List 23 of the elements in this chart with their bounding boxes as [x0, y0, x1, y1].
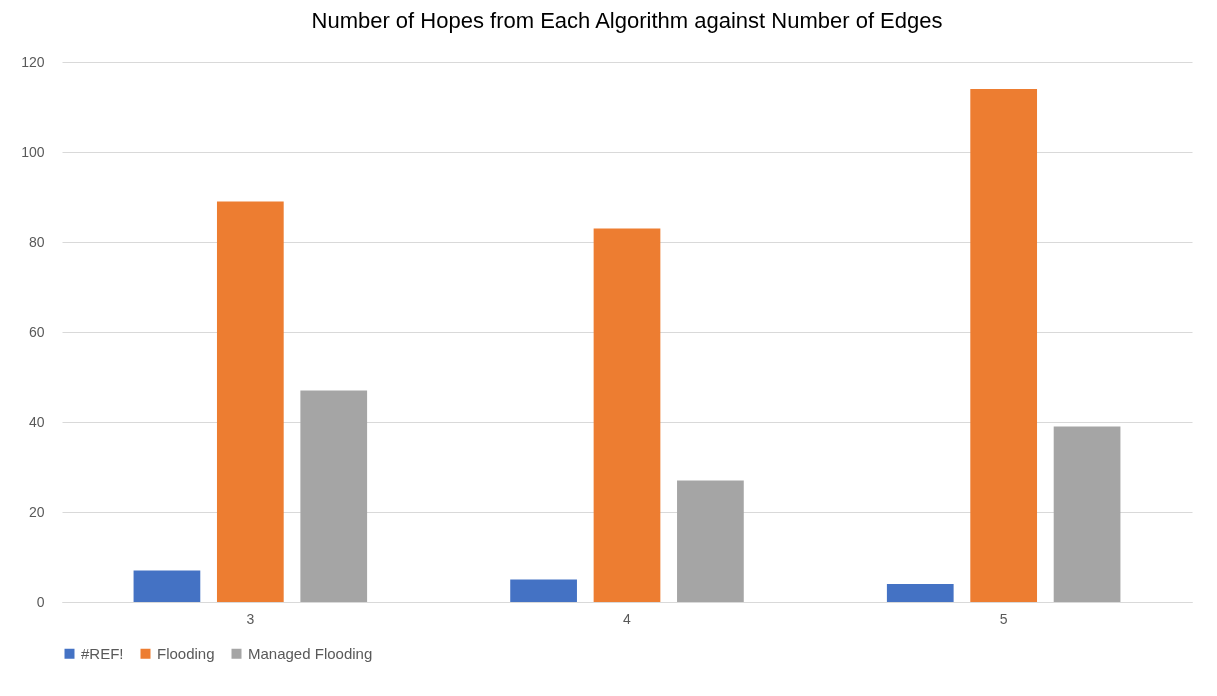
y-tick-label: 80: [28, 233, 45, 250]
x-tick-label: 4: [623, 610, 632, 627]
bar: [886, 584, 954, 602]
legend-label: Flooding: [157, 644, 215, 662]
bar: [510, 579, 577, 602]
y-tick-label: 100: [21, 143, 45, 160]
y-tick-label: 120: [21, 53, 45, 70]
y-tick-label: 60: [28, 323, 45, 340]
x-tick-label: 5: [999, 610, 1008, 627]
legend-label: Managed Flooding: [248, 644, 373, 662]
bar: [133, 570, 201, 602]
bar: [970, 89, 1038, 602]
bar: [677, 480, 744, 602]
chart-title: Number of Hopes from Each Algorithm against Number of Edges: [311, 8, 943, 33]
x-tick-label: 3: [246, 610, 255, 627]
bar: [1053, 426, 1121, 602]
bar: [216, 201, 284, 602]
y-tick-label: 0: [36, 593, 45, 610]
bar: [300, 390, 368, 602]
bar: [593, 228, 661, 602]
legend-label: #REF!: [81, 644, 124, 662]
y-tick-label: 40: [28, 413, 45, 430]
y-tick-label: 20: [28, 503, 45, 520]
